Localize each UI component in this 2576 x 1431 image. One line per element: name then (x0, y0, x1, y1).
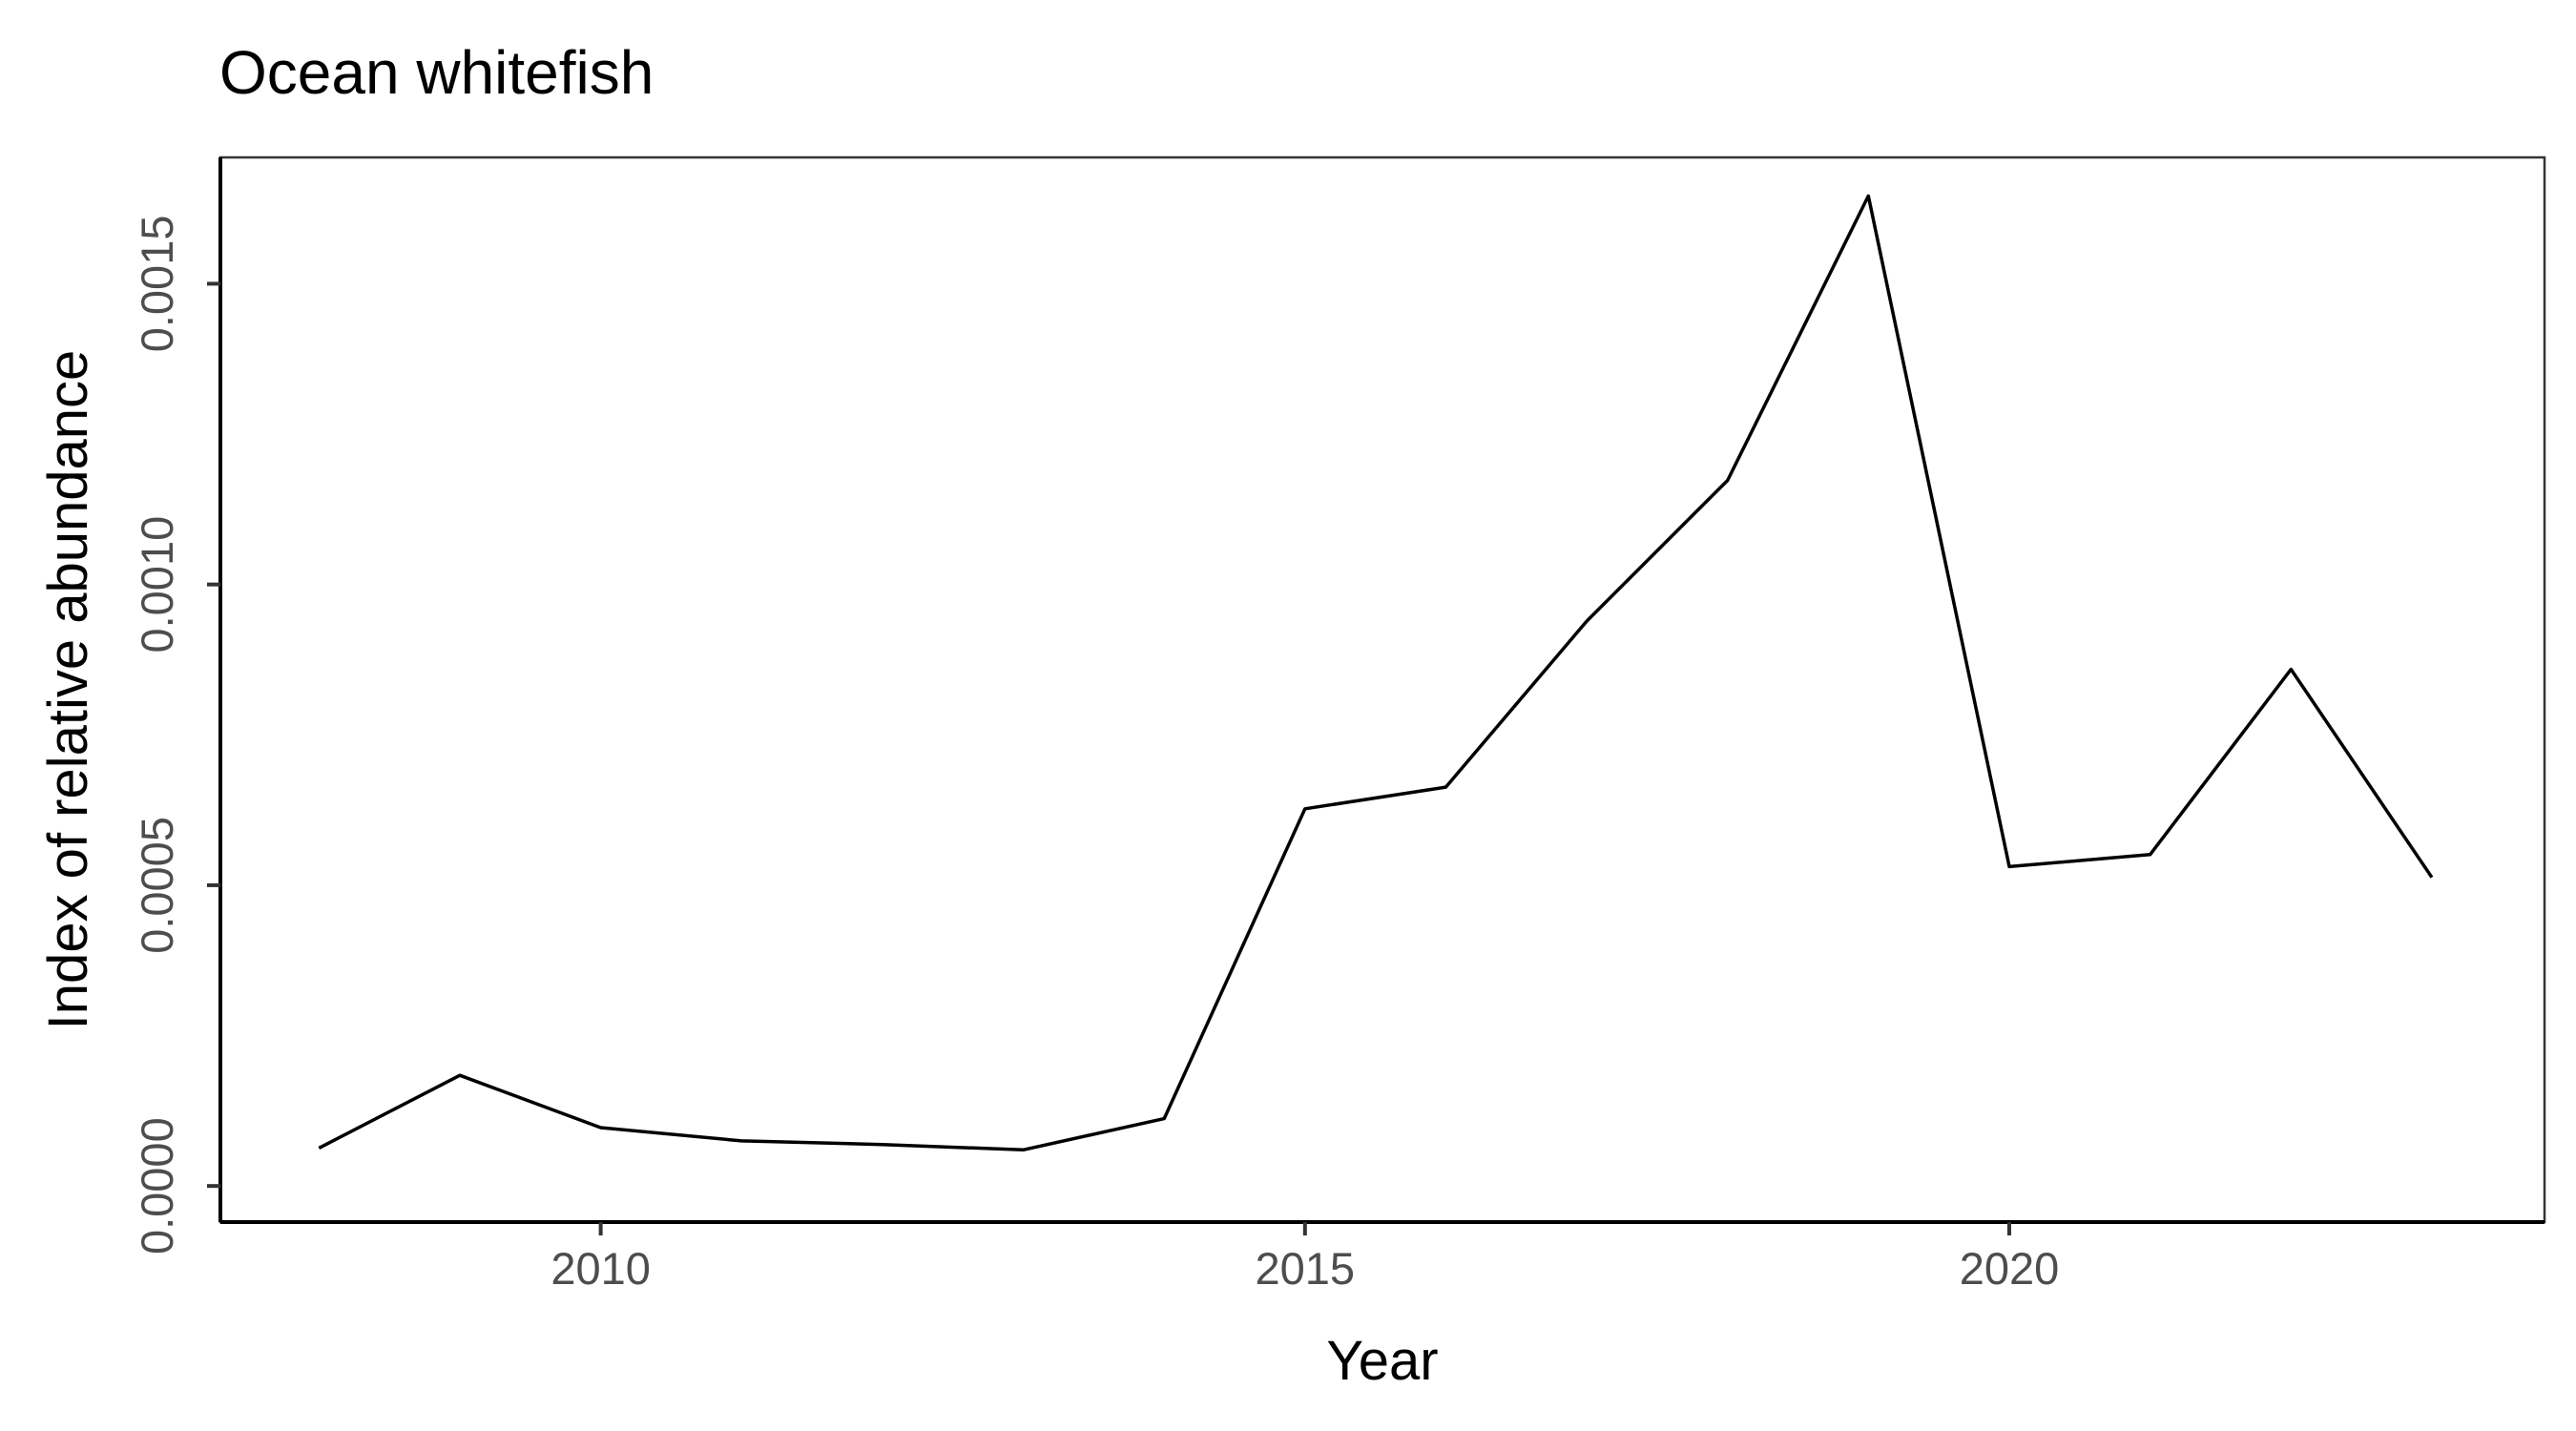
series-line (318, 194, 2434, 1152)
chart-title: Ocean whitefish (219, 38, 654, 107)
y-tick-label: 0.0000 (132, 1117, 182, 1255)
plot-panel-border (218, 156, 2546, 1224)
y-tick-label: 0.0005 (132, 817, 182, 954)
x-axis-title: Year (1326, 1330, 1438, 1392)
y-tick-label: 0.0010 (132, 516, 182, 653)
x-tick-label: 2020 (1960, 1243, 2060, 1294)
y-axis-title: Index of relative abundance (37, 350, 99, 1030)
y-tick-label: 0.0015 (132, 216, 182, 353)
x-tick-label: 2015 (1256, 1243, 1356, 1294)
y-axis-ticks: 0.0000 0.0005 0.0010 0.0015 (132, 216, 220, 1255)
x-tick-label: 2010 (551, 1243, 651, 1294)
x-axis-ticks: 2010 2015 2020 (551, 1222, 2059, 1294)
